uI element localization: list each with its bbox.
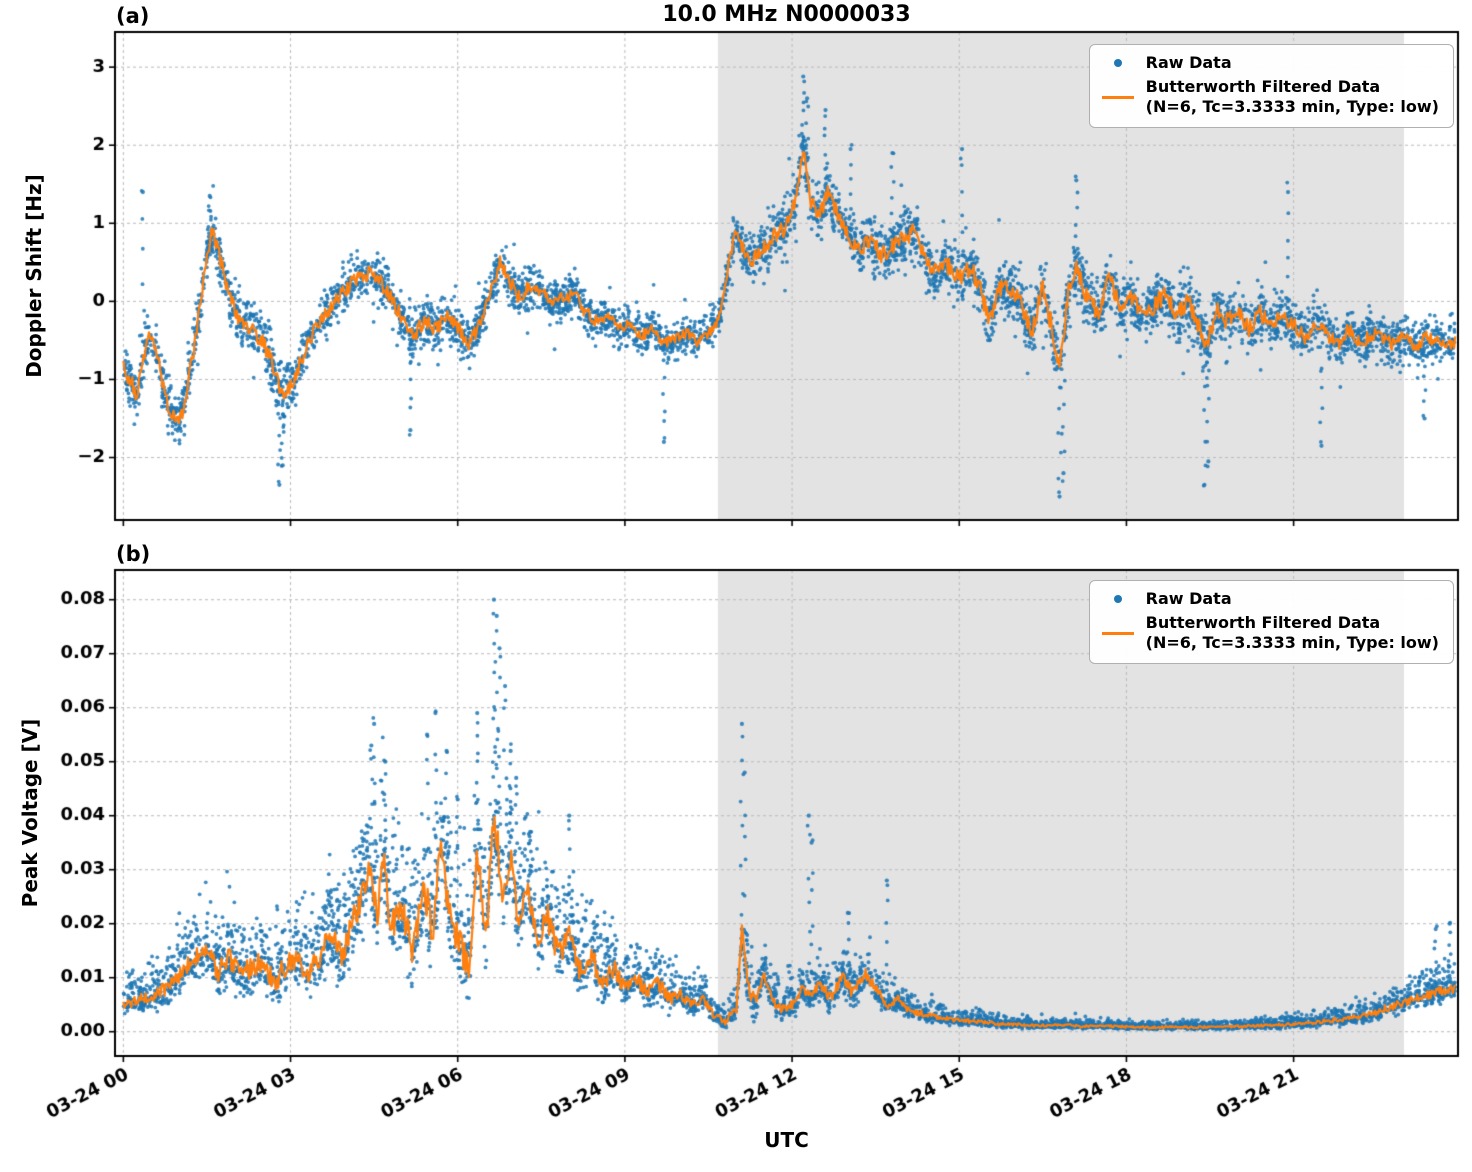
- legend-filtered-label-line1: Butterworth Filtered Data: [1145, 613, 1381, 632]
- x-axis-label: UTC: [764, 1128, 809, 1152]
- panel-b-y-axis-label: Peak Voltage [V]: [18, 718, 42, 908]
- legend-item-raw-data: Raw Data: [1100, 589, 1439, 609]
- legend-panel-b: Raw Data Butterworth Filtered Data (N=6,…: [1088, 580, 1454, 664]
- figure-title: 10.0 MHz N0000033: [662, 2, 911, 27]
- raw-data-dot-icon: [1100, 59, 1136, 67]
- legend-item-filtered-data: Butterworth Filtered Data (N=6, Tc=3.333…: [1100, 77, 1439, 117]
- legend-item-filtered-data: Butterworth Filtered Data (N=6, Tc=3.333…: [1100, 613, 1439, 653]
- legend-raw-label: Raw Data: [1145, 53, 1232, 72]
- filtered-line-icon: [1100, 95, 1136, 99]
- panel-a-label: (a): [116, 4, 150, 28]
- legend-filtered-label-line1: Butterworth Filtered Data: [1145, 77, 1381, 96]
- panel-a-y-axis-label: Doppler Shift [Hz]: [22, 174, 46, 378]
- legend-raw-label: Raw Data: [1145, 589, 1232, 608]
- filtered-line-icon: [1100, 631, 1136, 635]
- legend-filtered-label: Butterworth Filtered Data (N=6, Tc=3.333…: [1146, 77, 1439, 117]
- legend-filtered-label-line2: (N=6, Tc=3.3333 min, Type: low): [1145, 633, 1439, 652]
- panel-b-label: (b): [116, 542, 151, 566]
- raw-data-dot-icon: [1100, 595, 1136, 603]
- legend-filtered-label: Butterworth Filtered Data (N=6, Tc=3.333…: [1146, 613, 1439, 653]
- legend-filtered-label-line2: (N=6, Tc=3.3333 min, Type: low): [1145, 97, 1439, 116]
- legend-item-raw-data: Raw Data: [1100, 53, 1439, 73]
- legend-panel-a: Raw Data Butterworth Filtered Data (N=6,…: [1088, 44, 1454, 128]
